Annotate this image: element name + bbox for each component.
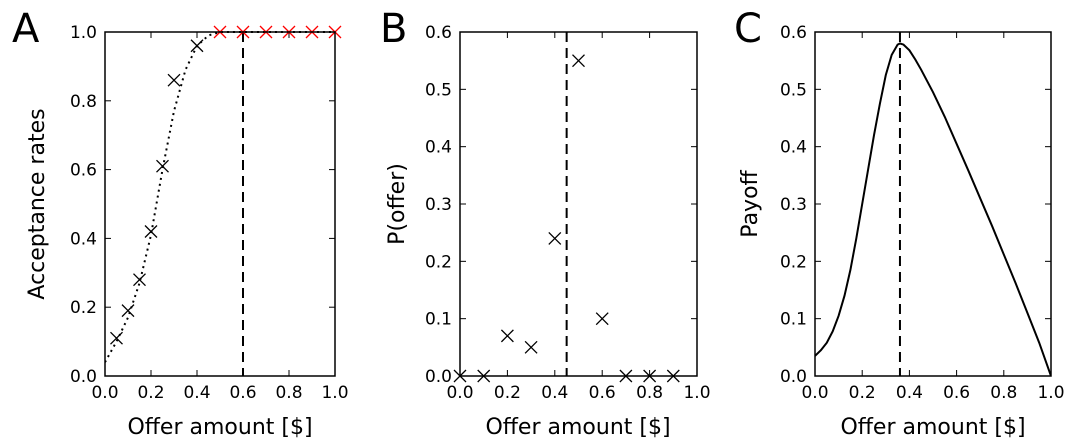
panel-label-b: B bbox=[380, 6, 407, 52]
y-tick-label: 0.6 bbox=[780, 23, 807, 43]
x-tick-label: 1.0 bbox=[321, 383, 348, 403]
data-marker bbox=[133, 273, 146, 287]
data-marker bbox=[572, 54, 585, 68]
x-tick-label: 0.2 bbox=[137, 383, 164, 403]
y-tick-label: 0.4 bbox=[425, 138, 452, 158]
x-tick-label: 0.0 bbox=[91, 383, 118, 403]
x-tick-label: 0.6 bbox=[943, 383, 970, 403]
x-tick-label: 0.6 bbox=[589, 383, 616, 403]
y-tick-label: 0.1 bbox=[780, 310, 807, 330]
x-tick-label: 0.8 bbox=[990, 383, 1017, 403]
y-tick-label: 0.3 bbox=[780, 195, 807, 215]
y-tick-label: 0.1 bbox=[425, 310, 452, 330]
x-tick-label: 0.4 bbox=[896, 383, 923, 403]
x-tick-label: 0.6 bbox=[229, 383, 256, 403]
panel-a-xlabel: Offer amount [$] bbox=[127, 415, 312, 440]
y-tick-label: 0.5 bbox=[780, 80, 807, 100]
data-marker bbox=[500, 329, 514, 343]
panel-c-ylabel: Payoff bbox=[738, 169, 763, 237]
x-tick-label: 0.2 bbox=[494, 383, 521, 403]
data-marker bbox=[524, 340, 538, 354]
panel-b: B 0.0 0.2 0.4 0.6 0.8 1.00.00.10.20.30.40.50.… bbox=[380, 6, 711, 440]
payoff-line bbox=[815, 42, 1051, 377]
y-tick-label: 0.4 bbox=[70, 229, 97, 249]
panel-a-frame bbox=[104, 31, 336, 377]
x-tick-label: 0.0 bbox=[801, 383, 828, 403]
y-tick-label: 0.3 bbox=[425, 195, 452, 215]
data-marker bbox=[595, 312, 609, 326]
data-marker bbox=[190, 39, 204, 53]
y-tick-label: 0.4 bbox=[780, 138, 807, 158]
panel-a-ylabel: Acceptance rates bbox=[25, 108, 50, 299]
y-tick-label: 0.0 bbox=[425, 367, 452, 387]
x-tick-label: 0.4 bbox=[183, 383, 210, 403]
y-tick-label: 0.8 bbox=[70, 92, 97, 112]
panel-c-plot-area bbox=[815, 32, 1051, 377]
y-tick-label: 0.2 bbox=[425, 252, 452, 272]
panel-b-xlabel: Offer amount [$] bbox=[485, 415, 670, 440]
panel-b-ylabel: P(offer) bbox=[385, 163, 410, 245]
y-tick-label: 0.5 bbox=[425, 80, 452, 100]
x-tick-label: 0.4 bbox=[541, 383, 568, 403]
y-tick-label: 0.2 bbox=[780, 252, 807, 272]
data-marker bbox=[110, 331, 123, 345]
x-tick-label: 0.8 bbox=[636, 383, 663, 403]
panel-c-xlabel: Offer amount [$] bbox=[840, 415, 1025, 440]
y-tick-label: 0.2 bbox=[70, 298, 97, 318]
data-marker bbox=[156, 159, 169, 173]
panel-a-ticks: 0.0 0.2 0.4 0.6 0.8 1.0 0.0 0.2 0.4 0.6 0.8 1.0 bbox=[70, 23, 349, 403]
x-tick-label: 0.8 bbox=[275, 383, 302, 403]
x-tick-label: 1.0 bbox=[1037, 383, 1064, 403]
panel-c-frame bbox=[814, 31, 1052, 377]
fit-curve bbox=[105, 31, 335, 363]
data-marker bbox=[548, 231, 562, 245]
panel-b-plot-area bbox=[453, 32, 680, 383]
y-tick-label: 1.0 bbox=[70, 23, 97, 43]
y-tick-label: 0.6 bbox=[425, 23, 452, 43]
data-marker bbox=[144, 225, 158, 238]
panel-label-a: A bbox=[12, 6, 40, 52]
panel-a-plot-area bbox=[105, 25, 342, 376]
x-tick-label: 1.0 bbox=[683, 383, 710, 403]
panel-a: A 0.0 0.2 0.4 0.6 0.8 1.0 0.0 0.2 0.4 0.6 0.8 1.0 O… bbox=[12, 6, 349, 440]
y-tick-label: 0.6 bbox=[70, 161, 97, 181]
y-tick-label: 0.0 bbox=[780, 367, 807, 387]
panel-c: C 0.0 0.2 0.4 0.6 0.8 1.00.00.10.20.30.40.50.… bbox=[734, 6, 1065, 440]
data-marker bbox=[167, 73, 181, 87]
x-tick-label: 0.2 bbox=[849, 383, 876, 403]
y-tick-label: 0.0 bbox=[70, 367, 97, 387]
panel-b-ticks: 0.0 0.2 0.4 0.6 0.8 1.0 0.0 0.1 0.2 0.3 0.4 0.5 0.6 bbox=[425, 23, 711, 403]
data-marker bbox=[121, 304, 135, 318]
panel-c-ticks: 0.0 0.2 0.4 0.6 0.8 1.0 0.0 0.1 0.2 0.3 0.4 0.5 0.6 bbox=[780, 23, 1065, 403]
panel-label-c: C bbox=[734, 6, 762, 52]
x-tick-label: 0.0 bbox=[446, 383, 473, 403]
panel-b-frame bbox=[459, 31, 698, 377]
